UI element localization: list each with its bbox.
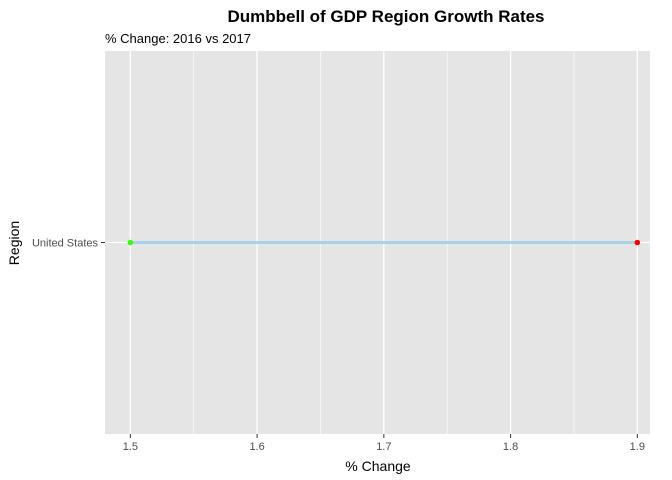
chart-title: Dumbbell of GDP Region Growth Rates bbox=[227, 7, 544, 26]
dumbbell-end-point bbox=[634, 239, 641, 246]
x-tick-label: 1.5 bbox=[123, 441, 138, 453]
dumbbell-start-point bbox=[127, 239, 134, 246]
chart-subtitle: % Change: 2016 vs 2017 bbox=[105, 31, 251, 46]
y-tick-label: United States bbox=[32, 238, 99, 250]
y-axis-title: Region bbox=[6, 221, 22, 265]
x-tick-label: 1.6 bbox=[249, 441, 264, 453]
x-tick-label: 1.7 bbox=[376, 441, 391, 453]
x-axis-title: % Change bbox=[345, 458, 411, 474]
x-tick-label: 1.8 bbox=[503, 441, 518, 453]
data-marks bbox=[127, 239, 641, 246]
axis-ticks: 1.5 1.6 1.7 1.8 1.9 United States bbox=[32, 238, 645, 454]
x-tick-label: 1.9 bbox=[630, 441, 645, 453]
